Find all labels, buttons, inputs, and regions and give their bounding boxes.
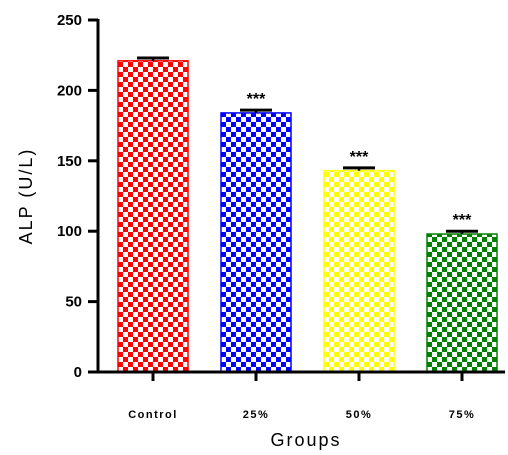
bar-75-percent: [426, 233, 498, 373]
bar-25-percent: [220, 112, 292, 373]
x-axis-title: Groups: [270, 430, 341, 450]
x-tick-label: 25%: [243, 409, 270, 421]
error-bar: [446, 229, 478, 235]
error-bar: [137, 56, 169, 61]
labels-layer: 0 50 100 150 200 250 Control *** 25% *** 50% *** 75%: [57, 12, 476, 421]
y-tick-label: 100: [57, 223, 82, 240]
bar-control: [117, 60, 189, 373]
y-axis-title: ALP (U/L): [16, 148, 36, 245]
y-tick-label: 150: [57, 153, 82, 170]
significance-label: ***: [453, 212, 472, 229]
x-tick-label: Control: [128, 409, 178, 421]
bar-50-percent: [323, 169, 395, 373]
x-tick-label: 50%: [346, 409, 373, 421]
y-tick-label: 50: [65, 294, 82, 311]
y-tick-label: 0: [74, 364, 82, 381]
significance-label: ***: [350, 149, 369, 166]
axes-layer: [96, 19, 505, 374]
error-bar: [240, 108, 272, 113]
significance-label: ***: [247, 91, 266, 108]
bars-layer: [117, 56, 498, 373]
y-tick-label: 250: [57, 12, 82, 29]
y-tick-label: 200: [57, 82, 82, 99]
x-tick-label: 75%: [449, 409, 476, 421]
error-bar: [343, 166, 375, 171]
